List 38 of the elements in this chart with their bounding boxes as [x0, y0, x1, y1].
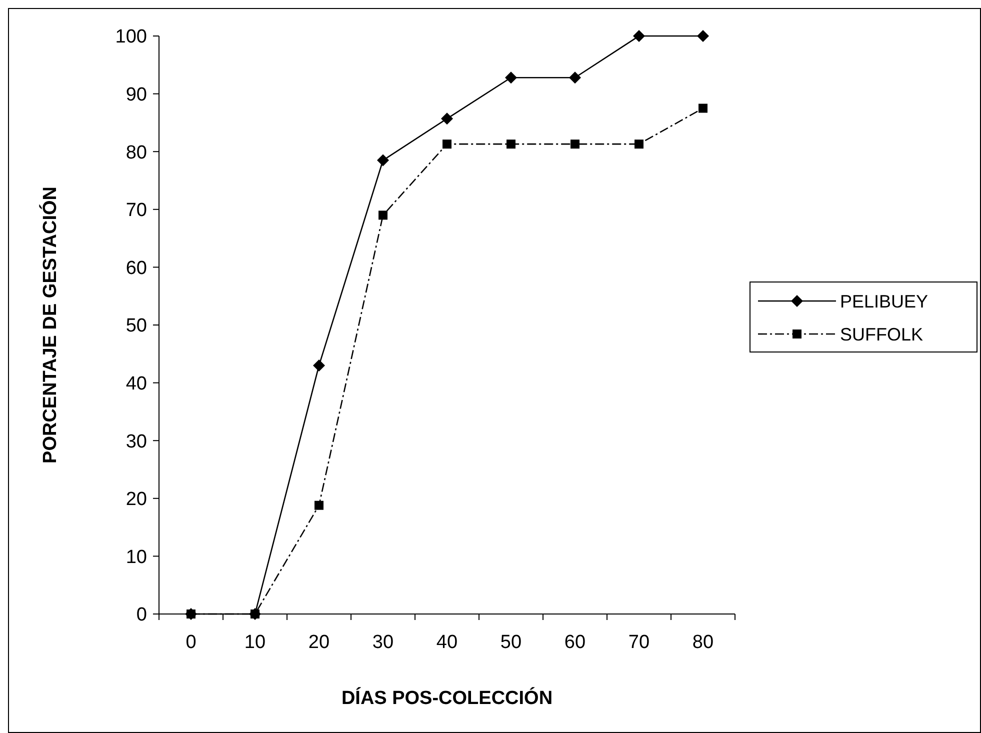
x-tick-label: 80	[692, 632, 714, 653]
x-tick-label: 60	[564, 632, 586, 653]
point	[441, 112, 453, 125]
y-tick-label: 20	[126, 489, 147, 510]
y-tick-label: 10	[126, 546, 147, 568]
point	[506, 140, 516, 149]
x-tick-label: 0	[186, 632, 196, 653]
x-tick-label: 70	[628, 632, 650, 653]
y-tick-label: 90	[126, 84, 147, 106]
y-tick-label: 30	[126, 431, 147, 452]
point	[569, 72, 581, 84]
point	[377, 154, 389, 166]
y-tick-label: 60	[126, 258, 147, 279]
point	[698, 104, 708, 113]
y-tick-label: 80	[126, 142, 147, 164]
x-axis-title: DÍAS POS-COLECCIÓN	[341, 687, 553, 709]
point	[634, 140, 644, 149]
y-axis-title: PORCENTAJE DE GESTACIÓN	[39, 186, 61, 464]
x-tick-label: 10	[244, 632, 266, 653]
point	[633, 30, 645, 42]
y-tick-label: 50	[126, 316, 147, 337]
x-tick-label: 30	[372, 632, 394, 653]
point	[314, 500, 324, 510]
x-tick-label: 50	[500, 632, 522, 653]
x-tick-label: 20	[308, 632, 330, 653]
y-tick-label: 100	[115, 26, 147, 48]
legend-label: PELIBUEY	[840, 291, 928, 312]
y-tick-label: 70	[126, 200, 147, 222]
point	[378, 210, 388, 220]
point	[570, 140, 580, 149]
point	[505, 72, 517, 84]
point	[313, 359, 325, 372]
x-tick-label: 40	[436, 632, 458, 653]
point	[697, 30, 709, 42]
legend-label: SUFFOLK	[840, 324, 924, 344]
y-tick-label: 0	[136, 604, 147, 626]
y-tick-label: 40	[126, 373, 147, 394]
point	[442, 140, 452, 149]
